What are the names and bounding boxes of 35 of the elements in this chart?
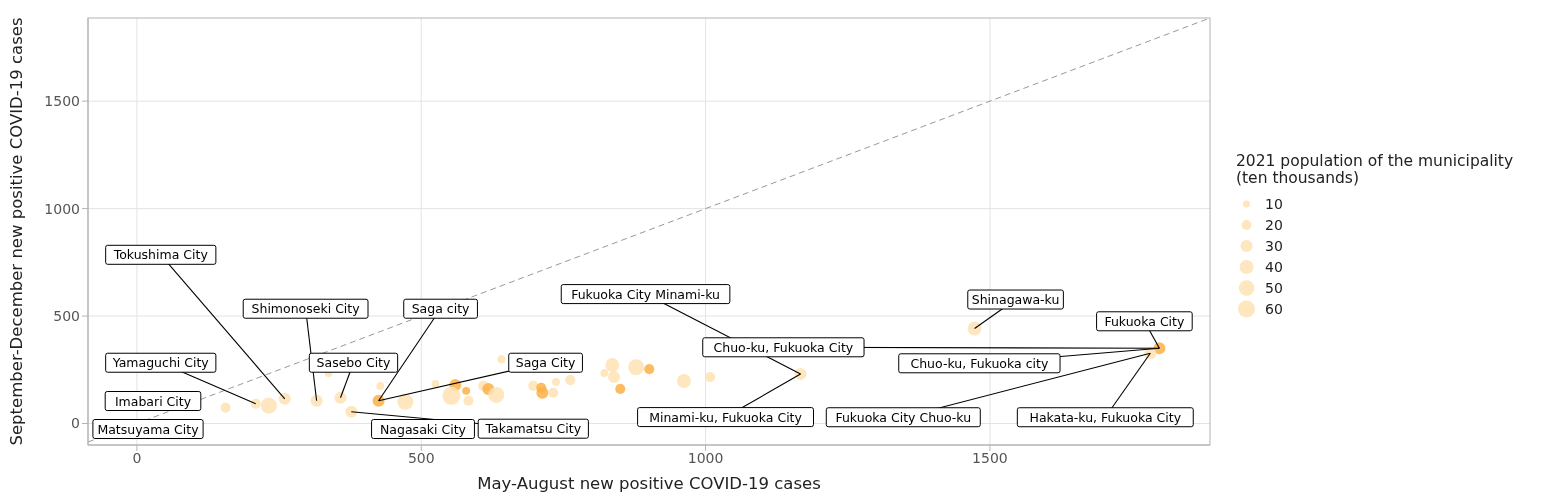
annotation: Chuo-ku, Fukuoka City <box>713 339 854 355</box>
annotation: Imabari City <box>114 393 192 409</box>
annotation: Fukuoka City Chuo-ku <box>835 409 972 425</box>
y-axis-title: September-December new positive COVID-19 cases <box>6 17 26 446</box>
legend-label: 50 <box>1265 279 1283 296</box>
legend-label: 60 <box>1265 300 1283 317</box>
x-tick-label: 1500 <box>972 449 1008 466</box>
annotation: Minami-ku, Fukuoka City <box>649 409 803 425</box>
annotation: Shimonoseki City <box>251 301 361 317</box>
annotation: Hakata-ku, Fukuoka City <box>1029 409 1182 425</box>
annotation: Shinagawa-ku <box>971 292 1060 308</box>
legend-title: 2021 population of the municipality (ten thousands) <box>1236 152 1514 187</box>
annotation: Tokushima City <box>112 247 209 263</box>
x-tick-label: 0 <box>132 449 142 466</box>
x-tick-label: 500 <box>407 449 435 466</box>
annotation: Fukuoka City <box>1104 313 1185 329</box>
legend-label: 30 <box>1265 237 1283 254</box>
x-tick-label: 1000 <box>687 449 724 466</box>
y-tick-label: 0 <box>71 415 80 432</box>
y-tick-label: 1000 <box>44 200 80 217</box>
y-tick-label: 500 <box>53 308 80 325</box>
x-axis-title: May-August new positive COVID-19 cases <box>477 474 821 493</box>
annotation: Chuo-ku, Fukuoka city <box>910 355 1049 371</box>
legend-label: 40 <box>1265 258 1283 275</box>
legend-label: 20 <box>1265 216 1283 233</box>
annotation: Matsuyama City <box>97 421 200 437</box>
annotation: Takamatsu City <box>484 421 582 437</box>
annotation: Sasebo City <box>316 355 392 371</box>
annotation: Fukuoka City Minami-ku <box>571 286 720 302</box>
annotation: Yamaguchi City <box>111 355 210 371</box>
annotation: Saga city <box>411 301 471 317</box>
y-tick-label: 1500 <box>44 93 80 110</box>
annotation: Nagasaki City <box>380 421 467 437</box>
annotation: Saga City <box>515 355 577 371</box>
legend-label: 10 <box>1265 195 1283 212</box>
